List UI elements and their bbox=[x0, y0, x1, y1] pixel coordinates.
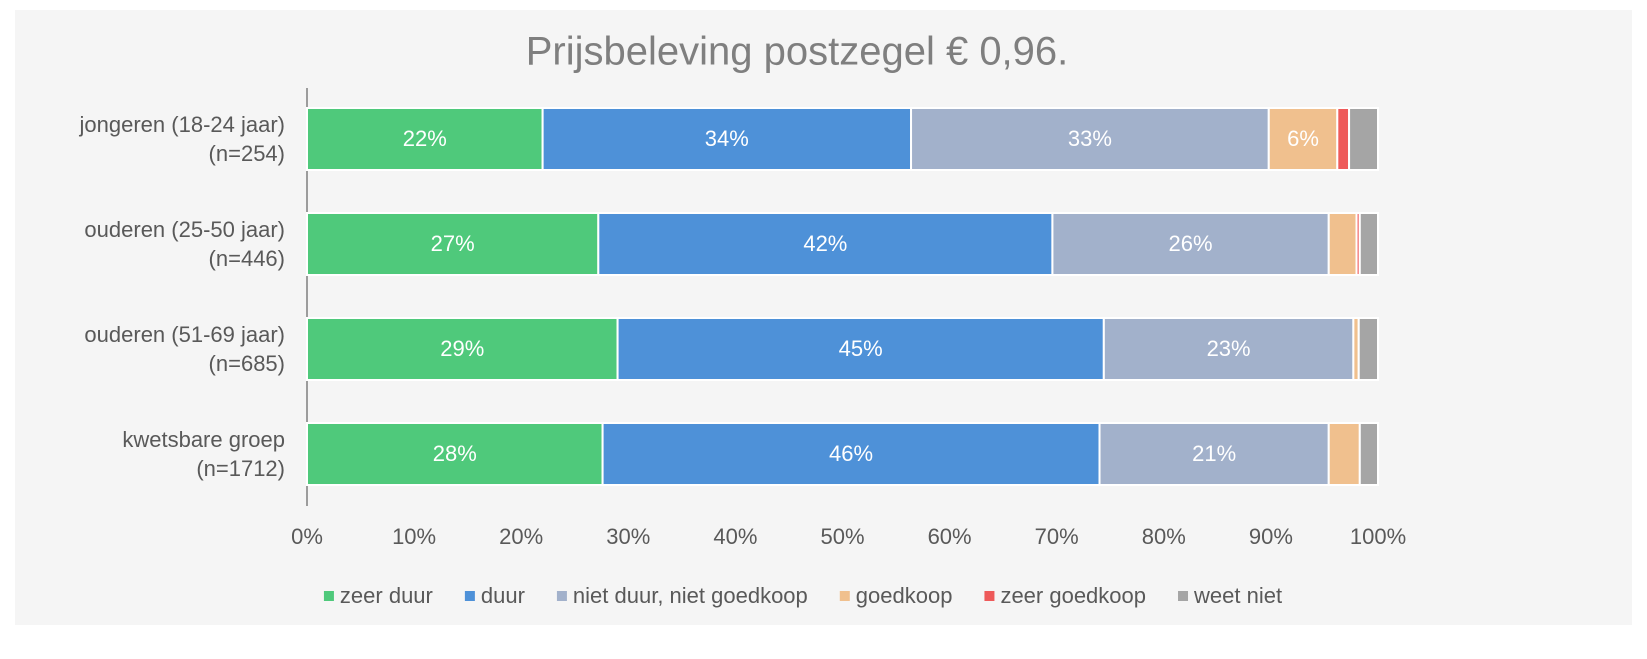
x-tick-label: 100% bbox=[1350, 524, 1406, 549]
data-label: 29% bbox=[440, 336, 484, 361]
bar-segment bbox=[1358, 212, 1379, 276]
legend-swatch bbox=[323, 591, 334, 601]
x-tick-label: 70% bbox=[1035, 524, 1079, 549]
legend-label: niet duur, niet goedkoop bbox=[573, 583, 808, 608]
legend-label: zeer goedkoop bbox=[1000, 583, 1146, 608]
legend-label: goedkoop bbox=[856, 583, 953, 608]
x-tick-label: 40% bbox=[713, 524, 757, 549]
legend-label: weet niet bbox=[1193, 583, 1282, 608]
legend-label: duur bbox=[481, 583, 525, 608]
data-label: 27% bbox=[431, 231, 475, 256]
bar-segment bbox=[1327, 422, 1361, 486]
x-tick-label: 80% bbox=[1142, 524, 1186, 549]
bar-segment bbox=[306, 422, 604, 486]
data-label: 23% bbox=[1207, 336, 1251, 361]
bar-segment bbox=[1348, 107, 1380, 171]
data-label: 45% bbox=[839, 336, 883, 361]
bar-segment bbox=[1358, 422, 1379, 486]
legend-swatch bbox=[984, 591, 995, 601]
data-label: 34% bbox=[705, 126, 749, 151]
data-label: 26% bbox=[1169, 231, 1213, 256]
bar-segment bbox=[1327, 212, 1358, 276]
data-label: 6% bbox=[1287, 126, 1319, 151]
bar-segment bbox=[1098, 422, 1330, 486]
y-tick-label: kwetsbare groep (n=1712) bbox=[122, 427, 285, 481]
bar-segment bbox=[597, 212, 1054, 276]
bar-segment bbox=[541, 107, 913, 171]
y-tick-label: jongeren (18-24 jaar) (n=254) bbox=[79, 112, 285, 166]
bar-segment bbox=[1102, 317, 1355, 381]
x-tick-label: 60% bbox=[928, 524, 972, 549]
data-label: 33% bbox=[1068, 126, 1112, 151]
legend-label: zeer duur bbox=[340, 583, 433, 608]
legend-swatch bbox=[464, 591, 475, 601]
x-tick-label: 10% bbox=[392, 524, 436, 549]
x-tick-label: 0% bbox=[291, 524, 323, 549]
data-label: 46% bbox=[829, 441, 873, 466]
bar-segment bbox=[306, 317, 619, 381]
bar-segment bbox=[306, 212, 600, 276]
x-tick-label: 90% bbox=[1249, 524, 1293, 549]
bar-segment bbox=[1357, 317, 1380, 381]
bar-segment bbox=[1336, 107, 1351, 171]
bar-segment bbox=[910, 107, 1270, 171]
legend-swatch bbox=[839, 591, 850, 601]
data-label: 22% bbox=[403, 126, 447, 151]
y-tick-label: ouderen (25-50 jaar) (n=446) bbox=[84, 217, 285, 271]
y-tick-label: ouderen (51-69 jaar) (n=685) bbox=[84, 322, 285, 376]
data-label: 42% bbox=[803, 231, 847, 256]
x-tick-label: 30% bbox=[606, 524, 650, 549]
data-label: 21% bbox=[1192, 441, 1236, 466]
bar-segment bbox=[616, 317, 1105, 381]
x-tick-label: 50% bbox=[820, 524, 864, 549]
x-tick-label: 20% bbox=[499, 524, 543, 549]
bar-segment bbox=[601, 422, 1101, 486]
bar-segment bbox=[306, 107, 544, 171]
legend-swatch bbox=[1178, 591, 1189, 601]
bar-segment bbox=[1267, 107, 1339, 171]
chart-title: Prijsbeleving postzegel € 0,96. bbox=[526, 30, 1069, 74]
data-label: 28% bbox=[433, 441, 477, 466]
legend-swatch bbox=[556, 591, 567, 601]
